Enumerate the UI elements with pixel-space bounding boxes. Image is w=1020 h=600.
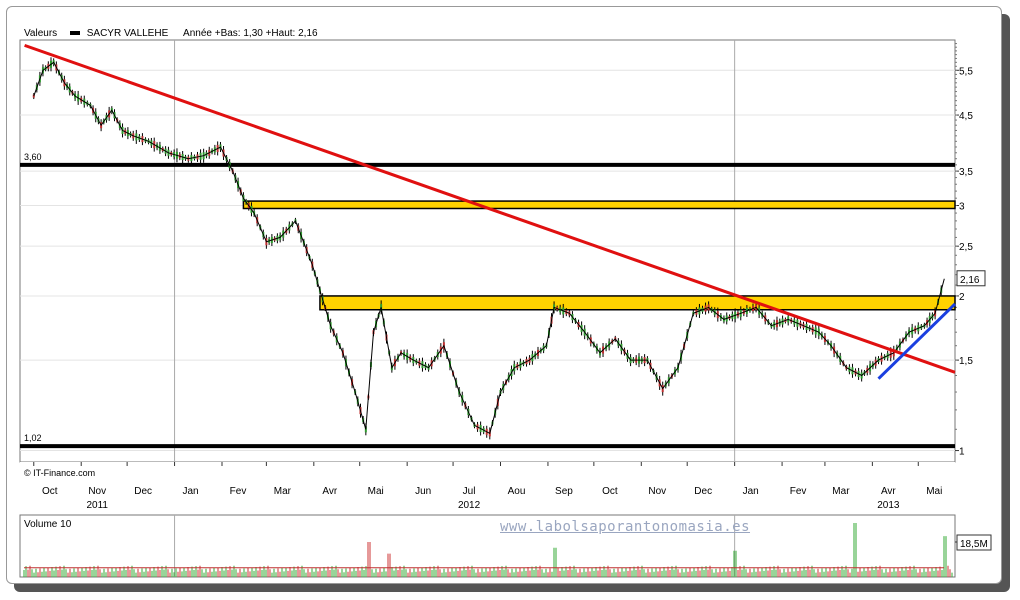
chart-legend: Valeurs SACYR VALLEHE Année +Bas: 1,30 +…	[24, 28, 318, 39]
y-tick-label: 2	[959, 292, 965, 303]
x-year-label: 2012	[458, 500, 481, 511]
x-year-label: 2013	[877, 500, 900, 511]
last-value-label: 2,16	[960, 275, 980, 286]
x-month-label: Dec	[694, 486, 712, 497]
watermark-link[interactable]: www.labolsaporantonomasia.es	[500, 519, 751, 535]
x-month-label: Jan	[182, 486, 198, 497]
x-year-label: 2011	[86, 500, 108, 511]
x-axis-band	[20, 462, 955, 482]
y-tick-label: 1	[959, 447, 965, 458]
y-tick-label: 1,5	[959, 356, 973, 367]
level-label: 1,02	[24, 433, 42, 443]
x-month-label: Oct	[42, 486, 58, 497]
credit-text: © IT-Finance.com	[24, 468, 96, 478]
y-tick-label: 4,5	[959, 111, 973, 122]
y-tick-label: 2,5	[959, 242, 973, 253]
price-panel	[19, 39, 956, 463]
resistance-zone	[242, 200, 956, 210]
x-month-label: Nov	[88, 486, 106, 497]
y-tick-label: 5,5	[959, 66, 973, 77]
x-month-label: Jan	[743, 486, 759, 497]
legend-swatch	[69, 31, 80, 36]
x-month-label: Fev	[790, 486, 807, 497]
x-month-label: Nov	[648, 486, 666, 497]
level-label: 3,60	[24, 152, 42, 162]
x-month-label: Sep	[555, 486, 573, 497]
volume-label: Volume 10	[24, 519, 72, 530]
legend-range-text: Année +Bas: 1,30 +Haut: 2,16	[183, 28, 318, 39]
x-month-label: Dec	[134, 486, 152, 497]
y-tick-label: 3,5	[959, 167, 973, 178]
price-line	[33, 61, 945, 435]
x-month-label: Jun	[415, 486, 431, 497]
x-month-label: Mar	[832, 486, 850, 497]
volume-bars	[23, 523, 953, 577]
last-value-box	[956, 270, 986, 287]
x-month-label: Fev	[230, 486, 247, 497]
uptrend-line	[877, 302, 957, 380]
x-month-label: Aou	[508, 486, 526, 497]
x-month-label: Avr	[322, 486, 337, 497]
resistance-zone	[319, 295, 956, 311]
legend-label: Valeurs	[24, 28, 58, 39]
x-month-label: Mai	[368, 486, 384, 497]
x-month-label: Jul	[463, 486, 476, 497]
x-month-label: Mai	[926, 486, 942, 497]
downtrend-line	[24, 43, 956, 374]
x-month-label: Avr	[881, 486, 896, 497]
volume-panel	[19, 514, 956, 578]
y-tick-label: 3	[959, 201, 965, 212]
x-month-label: Mar	[274, 486, 292, 497]
volume-max-label: 18,5M	[960, 539, 988, 550]
x-month-label: Oct	[602, 486, 618, 497]
legend-series-name: SACYR VALLEHE	[86, 28, 169, 39]
